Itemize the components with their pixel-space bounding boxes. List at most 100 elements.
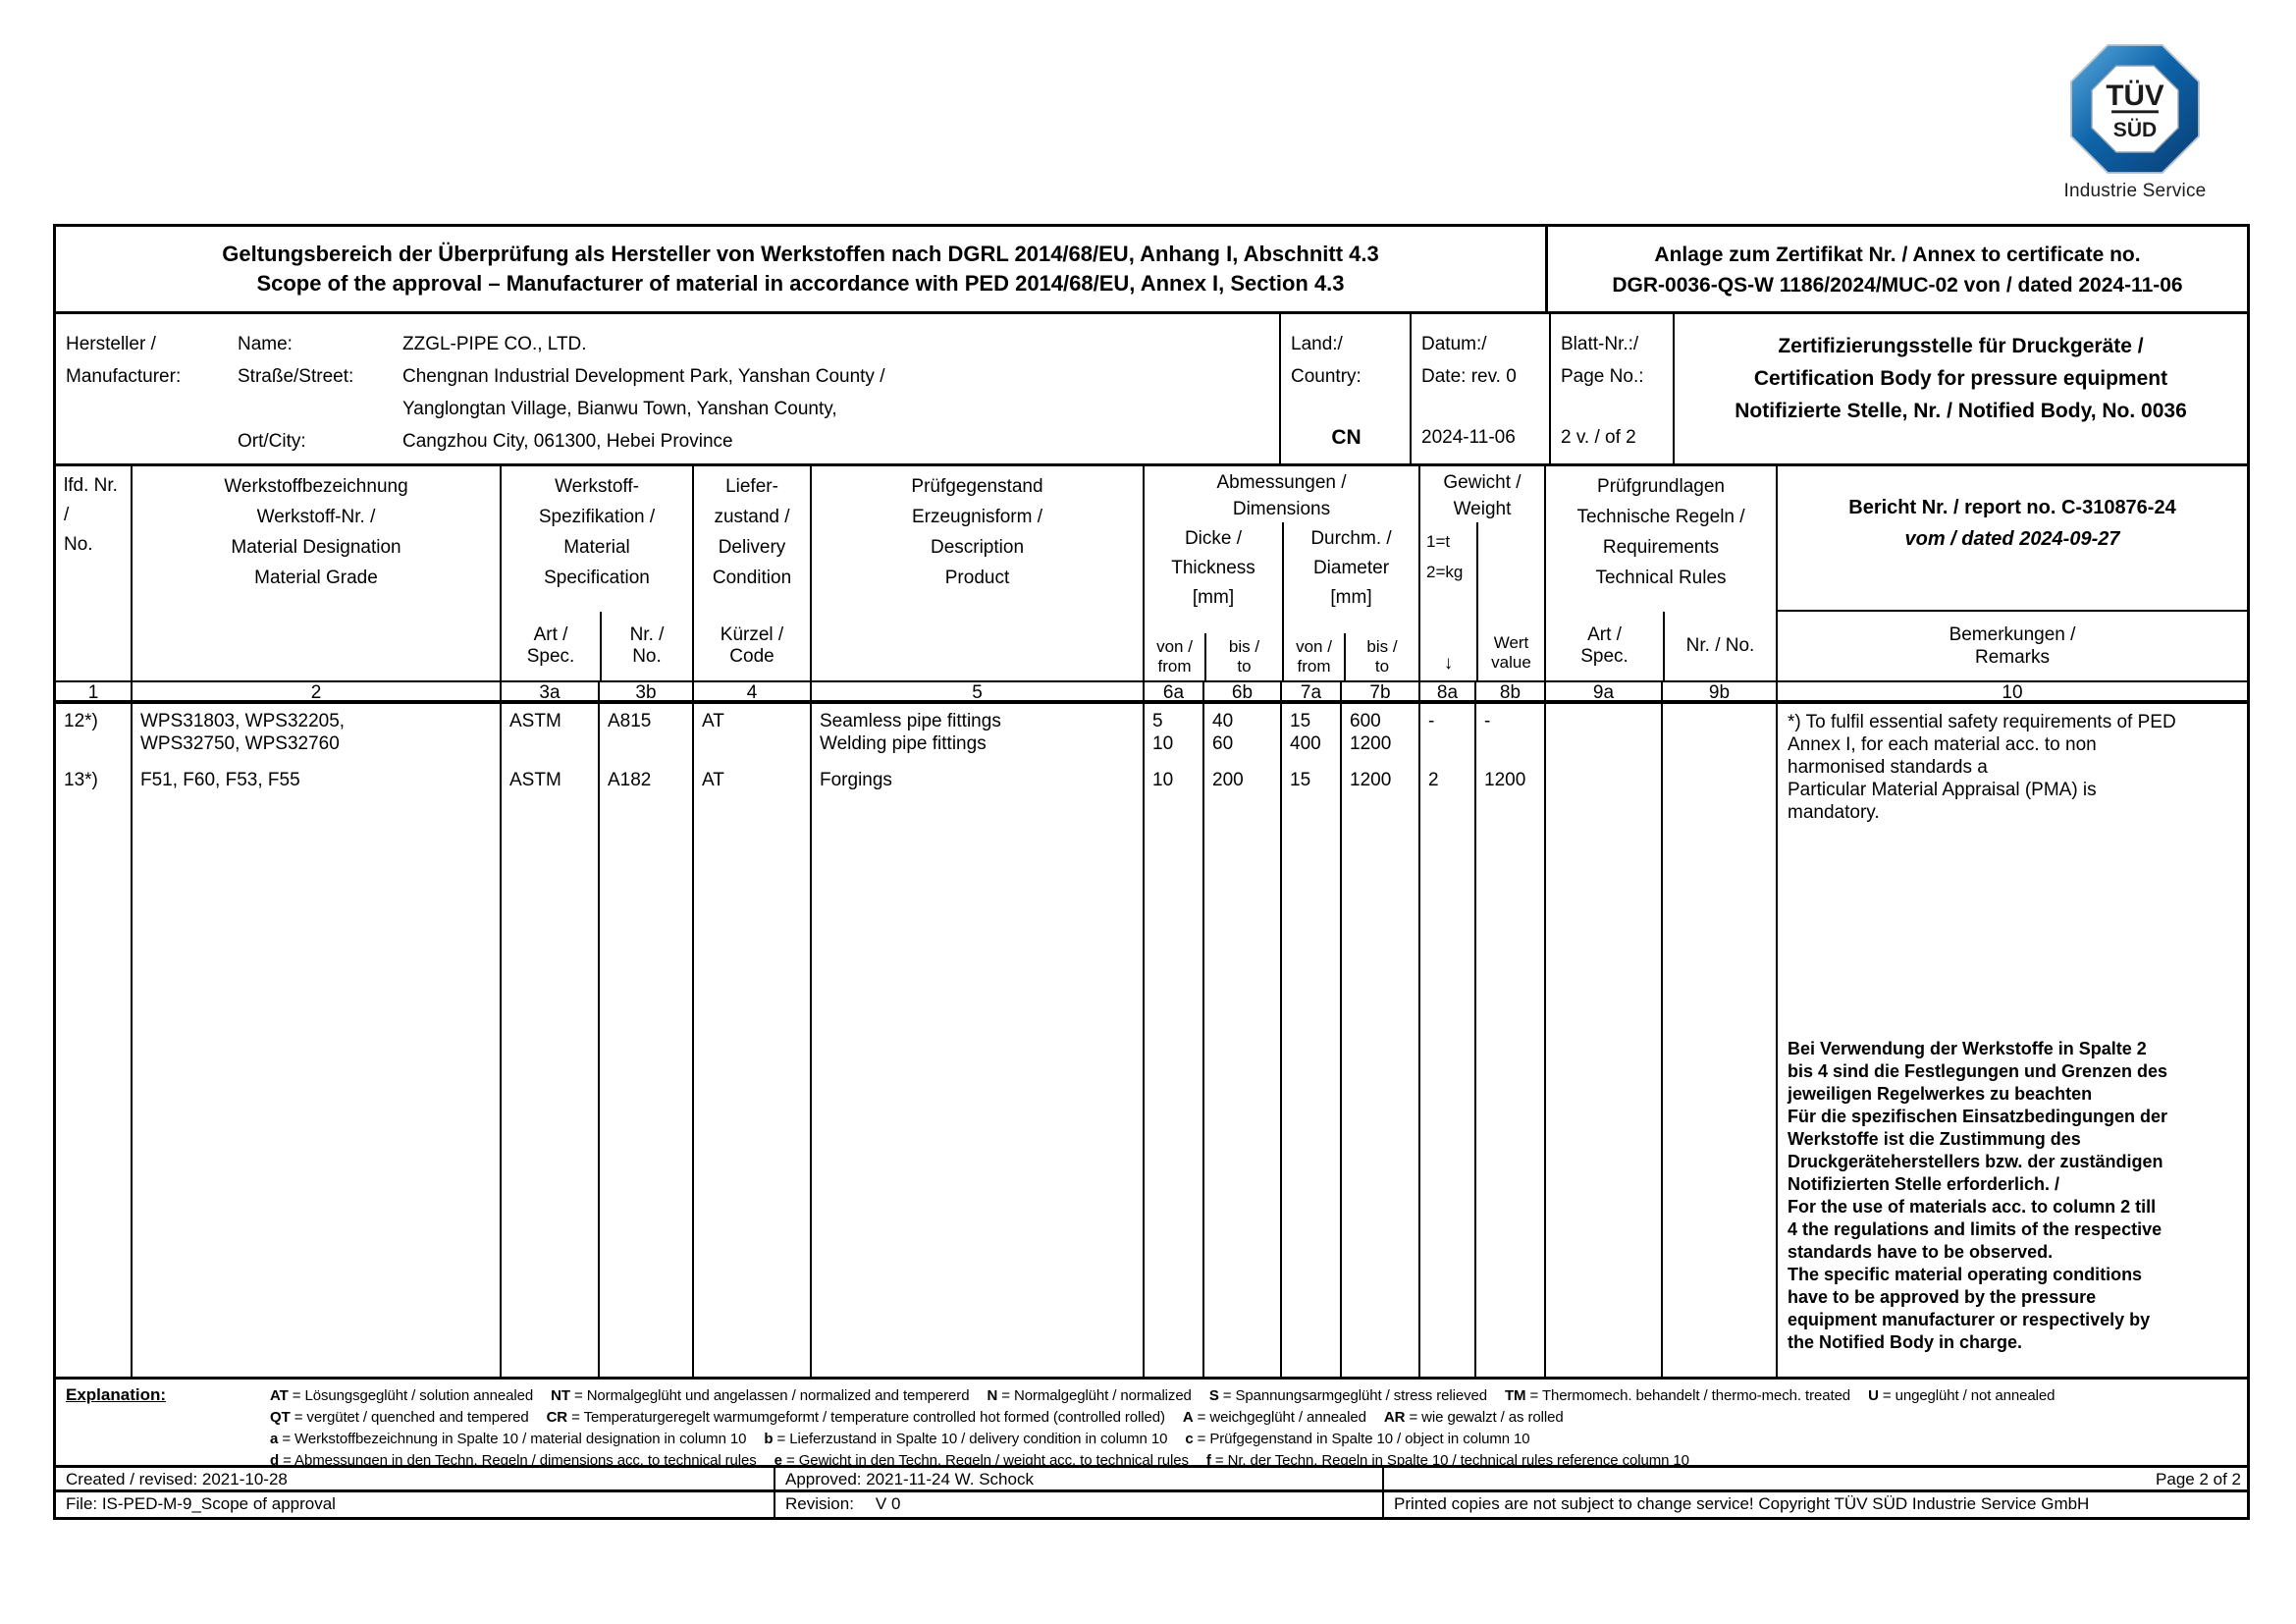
data-col-product: Seamless pipe fittings Welding pipe fitt… bbox=[812, 704, 1145, 1377]
th-spec-art: Art / Spec. bbox=[502, 612, 602, 680]
city-value: Cangzhou City, 061300, Hebei Province bbox=[402, 431, 733, 452]
report-block: Bericht Nr. / report no. C-310876-24 vom… bbox=[1778, 466, 2247, 610]
col-num-6a: 6a bbox=[1145, 682, 1204, 700]
explanation-label: Explanation: bbox=[66, 1385, 167, 1404]
row12-diameter-from: 15 400 bbox=[1290, 711, 1321, 754]
manufacturer-label-en: Manufacturer: bbox=[66, 366, 182, 387]
tuv-sud-logo: TÜV SÜD Industrie Service bbox=[2056, 43, 2214, 202]
explanation-term: CR = Temperaturgeregelt warmumgeformt / … bbox=[546, 1409, 1165, 1426]
th-weight-unit: 1=t 2=kg ↓ bbox=[1420, 522, 1478, 680]
down-arrow-icon: ↓ bbox=[1443, 653, 1454, 674]
manufacturer-label-de: Hersteller / bbox=[66, 334, 156, 354]
explanation-line: a = Werkstoffbezeichnung in Spalte 10 / … bbox=[270, 1429, 2247, 1450]
th-requirements-nr: Nr. / No. bbox=[1685, 635, 1755, 656]
page-label-en: Page No.: bbox=[1561, 366, 1644, 387]
annex-line2: DGR-0036-QS-W 1186/2024/MUC-02 von / dat… bbox=[1612, 274, 2183, 297]
certification-body: Zertifizierungsstelle für Druckgeräte / … bbox=[1675, 314, 2247, 463]
explanation-term: a = Werkstoffbezeichnung in Spalte 10 / … bbox=[270, 1431, 747, 1447]
th-spec-nr: Nr. / No. bbox=[629, 624, 665, 667]
explanation-term: c = Prüfgegenstand in Spalte 10 / object… bbox=[1185, 1431, 1530, 1447]
th-weight-value: Wert value bbox=[1478, 522, 1544, 680]
th-dimensions-label: Abmessungen / Dimensions bbox=[1216, 472, 1347, 519]
logo-sud-text: SÜD bbox=[2113, 119, 2157, 141]
th-product: Prüfgegenstand Erzeugnisform / Descripti… bbox=[812, 466, 1145, 680]
annex-line1: Anlage zum Zertifikat Nr. / Annex to cer… bbox=[1654, 244, 2141, 266]
th-weight-value-label: Wert value bbox=[1491, 633, 1531, 672]
explanation-term: A = weichgeglüht / annealed bbox=[1182, 1409, 1366, 1426]
row12-thickness-to: 40 60 bbox=[1212, 711, 1234, 754]
row12-weight-unit: - bbox=[1428, 711, 1435, 731]
th-requirements-art: Art / Spec. bbox=[1546, 612, 1665, 680]
explanation-term: f = Nr. der Techn. Regeln in Spalte 10 /… bbox=[1205, 1452, 1689, 1469]
data-col-rules-art bbox=[1546, 704, 1663, 1377]
th-material-designation: Werkstoffbezeichnung Werkstoff-Nr. / Mat… bbox=[133, 466, 502, 680]
logo-caption: Industrie Service bbox=[2063, 181, 2207, 201]
data-col-diameter-from: 15 400 15 bbox=[1282, 704, 1342, 1377]
th-material-specification: Werkstoff- Spezifikation / Material Spec… bbox=[502, 466, 694, 680]
row12-weight-value: - bbox=[1484, 711, 1491, 731]
city-label: Ort/City: bbox=[238, 431, 306, 452]
col-num-9b: 9b bbox=[1663, 682, 1778, 700]
explanation-term: NT = Normalgeglüht und angelassen / norm… bbox=[551, 1387, 970, 1404]
remark-pma-note: *) To fulfil essential safety requiremen… bbox=[1788, 712, 2176, 823]
explanation-term: AR = wie gewalzt / as rolled bbox=[1383, 1409, 1564, 1426]
col-num-1: 1 bbox=[56, 682, 133, 700]
revision-label: Revision: bbox=[785, 1494, 854, 1513]
report-no: Bericht Nr. / report no. C-310876-24 bbox=[1848, 497, 2176, 518]
explanation-term: d = Abmessungen in den Techn. Regeln / d… bbox=[270, 1452, 757, 1469]
row12-diameter-to: 600 1200 bbox=[1350, 711, 1392, 754]
street-value-1: Chengnan Industrial Development Park, Ya… bbox=[402, 366, 885, 387]
footer-row-1: Created / revised: 2021-10-28 Approved: … bbox=[56, 1468, 2247, 1492]
col-num-4: 4 bbox=[694, 682, 812, 700]
page-value: 2 v. / of 2 bbox=[1561, 427, 1636, 448]
data-col-thickness-from: 5 10 10 bbox=[1145, 704, 1204, 1377]
col-num-5: 5 bbox=[812, 682, 1145, 700]
created-revised: Created / revised: 2021-10-28 bbox=[56, 1468, 775, 1489]
th-diameter-label: Durchm. / Diameter [mm] bbox=[1310, 528, 1392, 608]
row13-spec-no: A182 bbox=[608, 770, 652, 790]
col-num-7a: 7a bbox=[1282, 682, 1342, 700]
data-col-diameter-to: 600 1200 1200 bbox=[1342, 704, 1420, 1377]
th-code-label: Kürzel / Code bbox=[720, 624, 784, 667]
col-num-7b: 7b bbox=[1342, 682, 1420, 700]
th-remarks-label: Bemerkungen / Remarks bbox=[1778, 610, 2247, 680]
table-header: lfd. Nr. / No. Werkstoffbezeichnung Werk… bbox=[56, 466, 2247, 680]
street-value-2: Yanglongtan Village, Bianwu Town, Yansha… bbox=[402, 399, 837, 419]
explanation-term: e = Gewicht in den Techn. Regeln / weigh… bbox=[774, 1452, 1189, 1469]
copyright-note: Printed copies are not subject to change… bbox=[1394, 1494, 2090, 1513]
explanation-term: U = ungeglüht / not annealed bbox=[1868, 1387, 2056, 1404]
data-col-delivery-code: AT AT bbox=[694, 704, 812, 1377]
row13-spec: ASTM bbox=[509, 770, 561, 790]
column-numbers-row: 1 2 3a 3b 4 5 6a 6b 7a 7b 8a 8b 9a 9b 10 bbox=[56, 680, 2247, 704]
row13-weight-value: 1200 bbox=[1484, 770, 1526, 790]
th-requirements: Prüfgrundlagen Technische Regeln / Requi… bbox=[1546, 466, 1778, 680]
data-col-material-grade: WPS31803, WPS32205, WPS32750, WPS32760 F… bbox=[133, 704, 502, 1377]
th-no: lfd. Nr. / No. bbox=[56, 466, 133, 680]
explanation-section: Explanation: AT = Lösungsgeglüht / solut… bbox=[56, 1380, 2247, 1469]
table-body: 12*) 13*) WPS31803, WPS32205, WPS32750, … bbox=[56, 704, 2247, 1380]
row13-diameter-from: 15 bbox=[1290, 770, 1311, 790]
row12-grade: WPS31803, WPS32205, WPS32750, WPS32760 bbox=[140, 711, 346, 754]
certificate-document: Geltungsbereich der Überprüfung als Hers… bbox=[53, 224, 2250, 1520]
date-label-en: Date: rev. 0 bbox=[1421, 366, 1517, 387]
row13-code: AT bbox=[702, 770, 724, 790]
explanation-line: AT = Lösungsgeglüht / solution annealed N… bbox=[270, 1385, 2247, 1407]
name-value: ZZGL-PIPE CO., LTD. bbox=[402, 334, 587, 354]
explanation-lines: AT = Lösungsgeglüht / solution annealed N… bbox=[270, 1380, 2247, 1469]
col-num-2: 2 bbox=[133, 682, 502, 700]
data-col-weight-value: - 1200 bbox=[1476, 704, 1546, 1377]
row13-no: 13*) bbox=[64, 770, 98, 790]
row13-product: Forgings bbox=[820, 770, 892, 790]
remark-usage-conditions: Bei Verwendung der Werkstoffe in Spalte … bbox=[1788, 1039, 2168, 1352]
row13-thickness-to: 200 bbox=[1212, 770, 1244, 790]
row13-thickness-from: 10 bbox=[1152, 770, 1174, 790]
street-label: Straße/Street: bbox=[238, 366, 354, 387]
data-col-remarks: *) To fulfil essential safety requiremen… bbox=[1778, 704, 2247, 1377]
certbody-line1: Zertifizierungsstelle für Druckgeräte / bbox=[1778, 335, 2144, 357]
explanation-term: S = Spannungsarmgeglüht / stress relieve… bbox=[1208, 1387, 1487, 1404]
row12-spec: ASTM bbox=[509, 711, 561, 731]
col-num-9a: 9a bbox=[1546, 682, 1663, 700]
logo-tuv-text: TÜV bbox=[2106, 80, 2164, 112]
certbody-line3: Notifizierte Stelle, Nr. / Notified Body… bbox=[1735, 400, 2187, 422]
row13-diameter-to: 1200 bbox=[1350, 770, 1392, 790]
